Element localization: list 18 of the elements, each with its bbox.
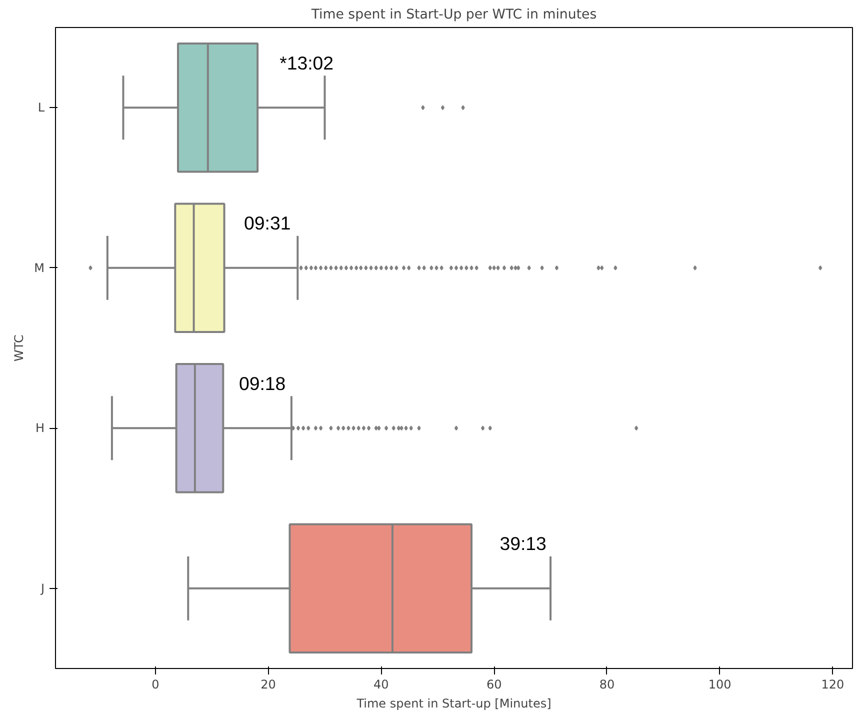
annotation: 39:13 [500, 533, 546, 554]
y-axis-title: WTC [12, 334, 26, 362]
x-axis-title: Time spent in Start-up [Minutes] [356, 696, 552, 710]
y-tick-label: L [38, 100, 45, 115]
x-tick-label: 0 [152, 678, 160, 692]
x-tick-label: 80 [599, 678, 615, 692]
y-tick-label: H [35, 421, 45, 436]
annotation: 09:31 [244, 212, 291, 234]
x-tick-label: 100 [708, 678, 732, 692]
y-tick-label: J [40, 581, 45, 596]
y-tick-label: M [34, 260, 45, 275]
x-tick-label: 20 [260, 678, 276, 692]
chart-title: Time spent in Start-Up per WTC in minutes [310, 8, 597, 22]
x-tick-label: 40 [374, 678, 389, 692]
annotation: 09:18 [238, 372, 286, 394]
x-tick-label: 120 [821, 678, 844, 692]
x-tick-label: 60 [486, 678, 502, 692]
annotation: *13:02 [280, 52, 334, 74]
